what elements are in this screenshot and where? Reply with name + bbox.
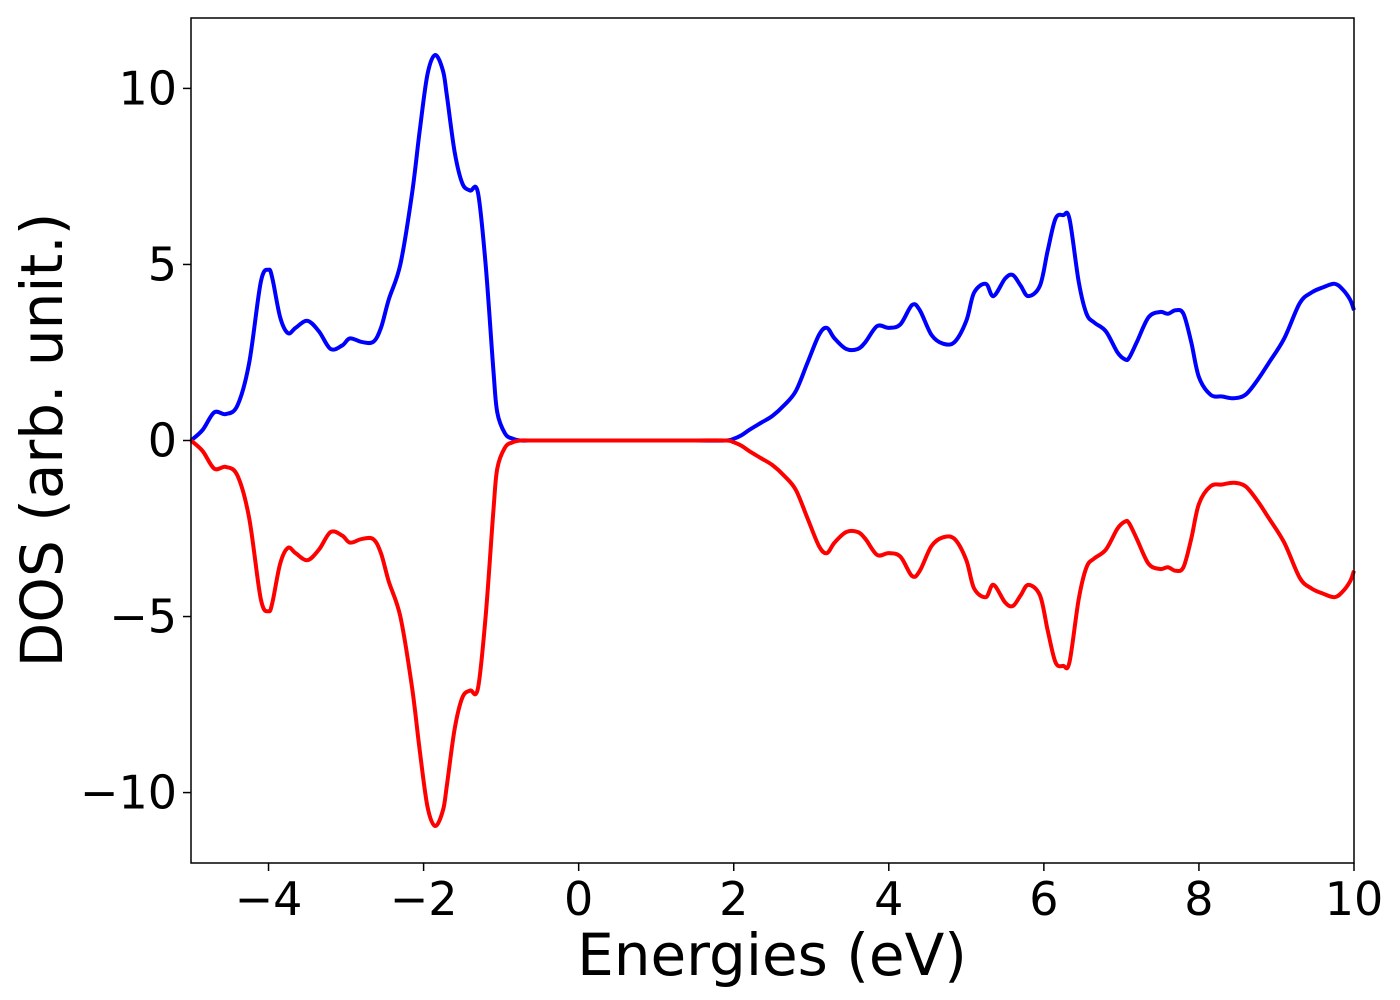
series-layer	[189, 52, 1356, 829]
y-tick-label: 10	[118, 61, 177, 115]
y-axis: −10 −5 0 5 10	[80, 61, 191, 820]
x-tick-label: 10	[1325, 872, 1384, 926]
y-axis-title: DOS (arb. unit.)	[8, 213, 76, 668]
x-axis: −4 −2 0 2 4 6 8 10	[235, 863, 1384, 926]
x-axis-title: Energies (eV)	[577, 921, 967, 989]
x-tick-label: 6	[1029, 872, 1058, 926]
x-tick-label: 8	[1184, 872, 1213, 926]
x-tick-label: 0	[564, 872, 593, 926]
x-tick-label: −2	[390, 872, 458, 926]
x-tick-label: 4	[874, 872, 903, 926]
dos-series-line-1	[189, 438, 1356, 829]
plot-frame	[190, 17, 1355, 864]
y-tick-label: −5	[109, 590, 177, 644]
y-tick-label: 5	[148, 237, 177, 291]
x-tick-label: −4	[235, 872, 303, 926]
y-tick-label: −10	[80, 766, 177, 820]
y-tick-label: 0	[148, 414, 177, 468]
dos-series-line-0	[189, 52, 1356, 443]
x-tick-label: 2	[719, 872, 748, 926]
